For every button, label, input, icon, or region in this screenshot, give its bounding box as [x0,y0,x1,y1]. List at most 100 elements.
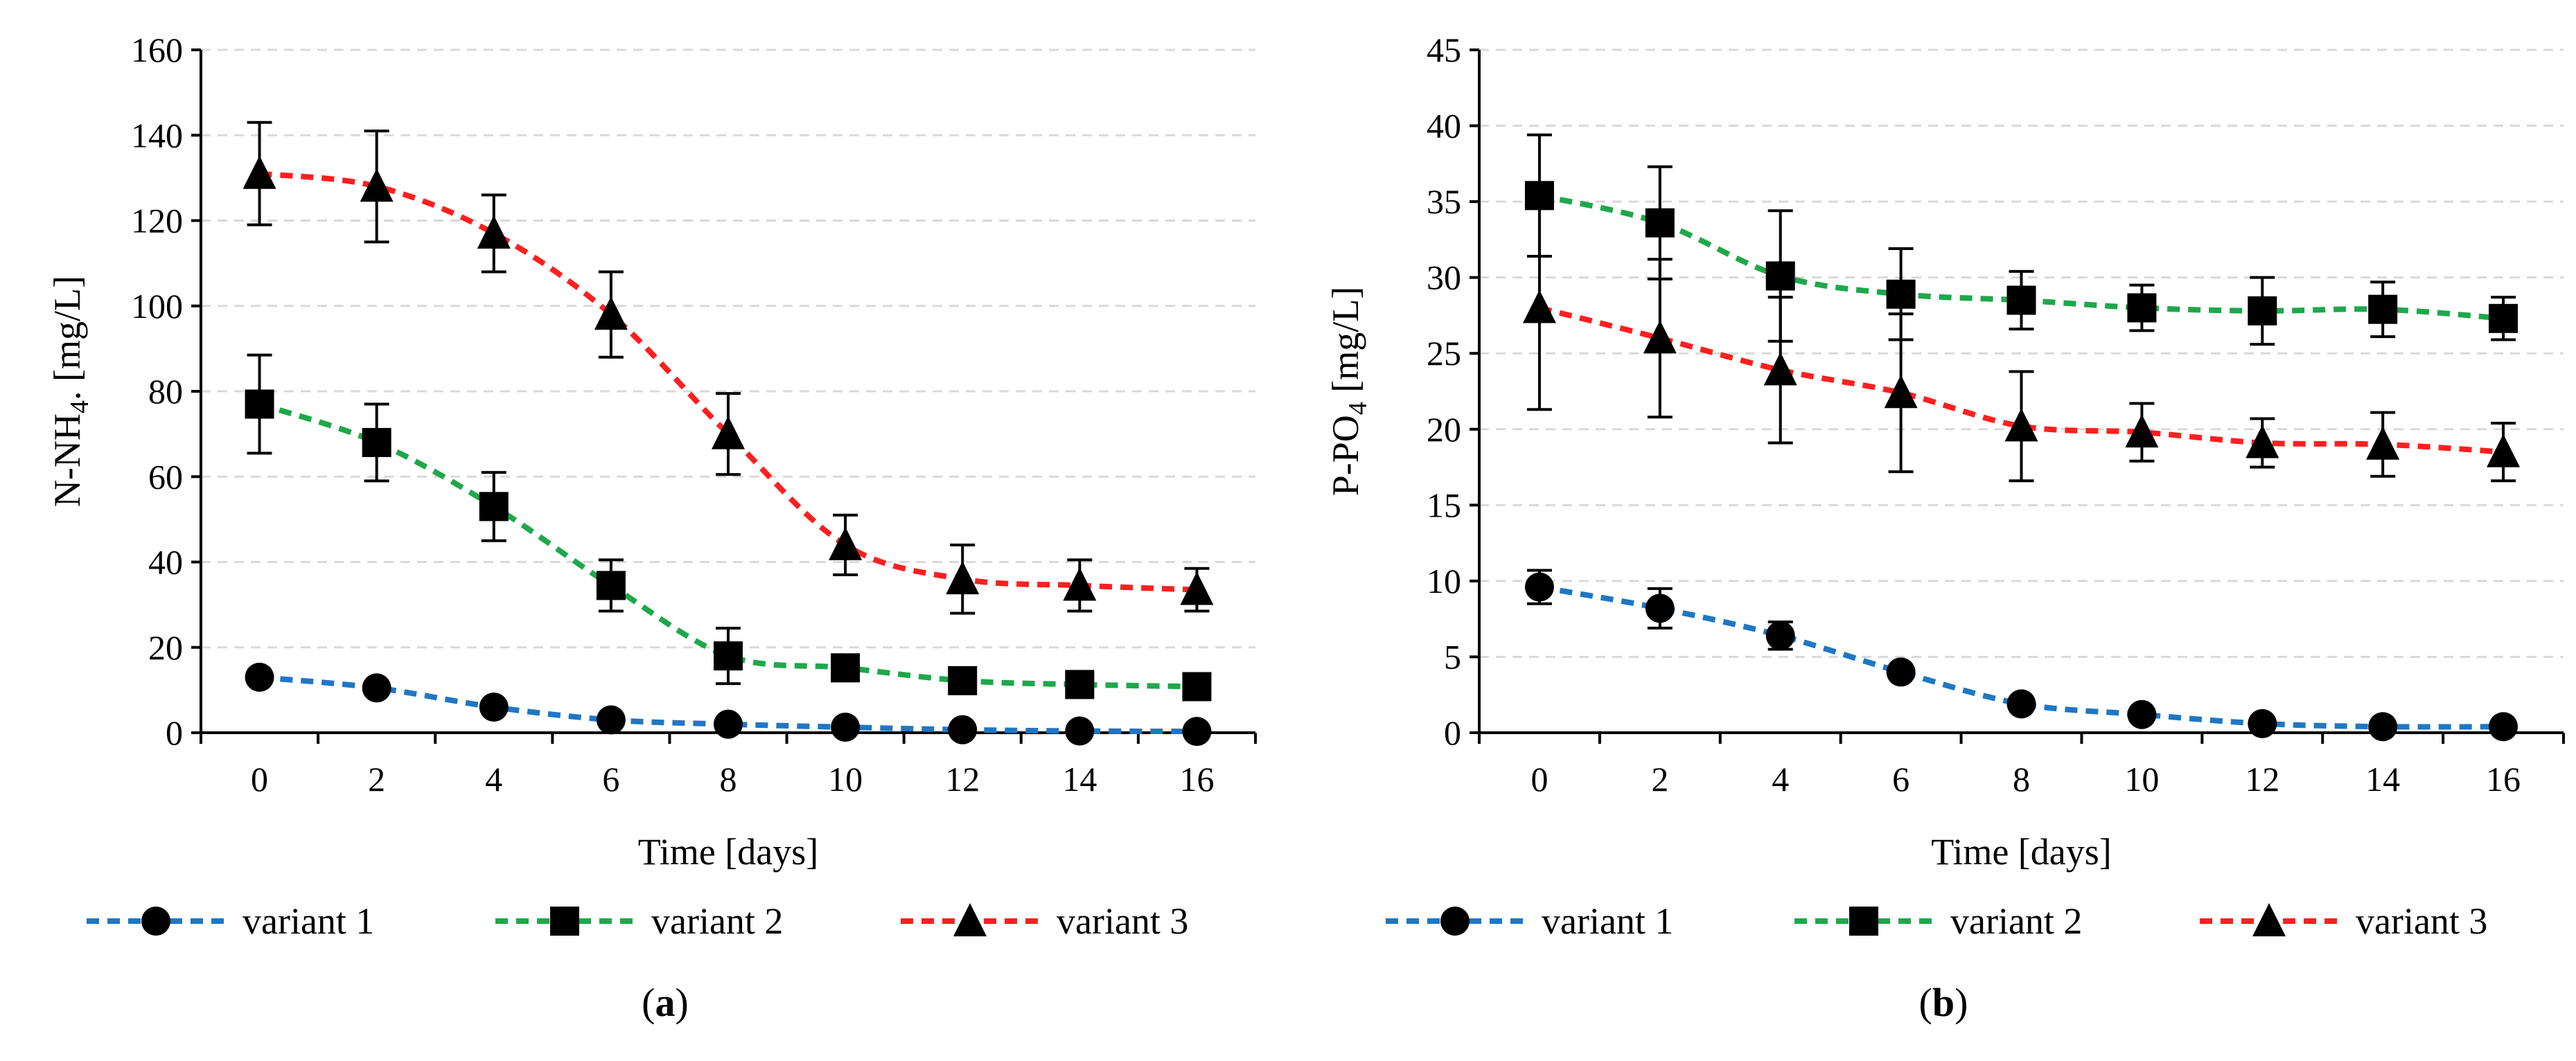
x-tick-label: 2 [1651,760,1668,799]
data-point-variant-2 [245,389,274,419]
y-tick-label: 5 [1444,637,1461,676]
legend-marker [141,907,170,936]
data-point-variant-1 [1524,572,1554,602]
data-point-variant-1 [948,715,978,745]
data-point-variant-3 [1063,567,1097,601]
data-point-variant-3 [829,526,863,560]
legend-label: variant 3 [1057,900,1188,942]
legend-marker [1849,907,1878,936]
data-point-variant-3 [712,416,745,449]
data-point-variant-2 [1765,261,1795,291]
legend-label: variant 1 [242,900,374,942]
y-tick-label: 25 [1427,334,1461,373]
data-point-variant-1 [1765,621,1795,650]
y-tick-label: 100 [131,287,183,326]
y-tick-label: 20 [1427,410,1461,449]
legend-label: variant 2 [1950,900,2082,942]
data-point-variant-2 [2248,296,2277,326]
data-point-variant-3 [1643,320,1677,354]
data-point-variant-1 [2248,708,2277,738]
x-tick-label: 4 [1772,760,1789,799]
data-point-variant-1 [2489,712,2518,742]
x-tick-label: 0 [1530,760,1548,799]
data-point-variant-1 [714,709,743,739]
y-tick-label: 20 [148,628,183,667]
x-tick-label: 8 [2013,760,2030,799]
series-line-variant-2 [258,401,1197,690]
x-tick-label: 12 [945,760,980,799]
data-point-variant-1 [596,705,626,735]
legend-label: variant 2 [651,900,783,942]
y-tick-label: 0 [166,713,183,752]
data-point-variant-2 [1886,279,1916,309]
data-point-variant-2 [2127,293,2157,323]
x-tick-label: 16 [2486,760,2521,799]
data-point-variant-3 [594,296,628,330]
data-point-variant-3 [2366,426,2400,460]
series-line-variant-1 [259,674,1197,735]
data-point-variant-3 [1763,352,1797,386]
x-tick-label: 6 [1892,760,1909,799]
x-tick-label: 14 [2365,760,2400,799]
data-point-variant-1 [362,673,391,703]
data-point-variant-3 [242,155,276,189]
y-tick-label: 160 [131,30,183,69]
data-point-variant-3 [1522,289,1556,323]
y-axis-title: P-PO4 [mg/L] [1325,287,1373,497]
x-axis-title: Time [days] [638,831,819,873]
data-point-variant-3 [2487,434,2521,467]
x-axis-title: Time [days] [1931,831,2112,873]
y-tick-label: 35 [1427,182,1461,221]
y-tick-label: 0 [1444,713,1461,752]
panel-label: (b) [1919,980,1968,1025]
y-tick-label: 140 [131,116,183,154]
data-point-variant-3 [946,561,980,595]
data-point-variant-2 [714,641,743,671]
x-tick-label: 10 [828,760,863,799]
y-tick-label: 10 [1427,562,1461,600]
y-tick-label: 15 [1427,485,1461,524]
x-tick-label: 10 [2124,760,2159,799]
chart-panel-a: 0 20 40 60 80 100 120 140 160 0 2 4 6 8 10 12 14 16 Time [… [46,30,1257,1025]
y-tick-label: 40 [1427,107,1461,145]
x-tick-label: 8 [720,760,737,799]
data-point-variant-3 [2004,408,2038,442]
data-point-variant-1 [2006,689,2036,719]
data-point-variant-1 [1645,594,1675,623]
data-point-variant-1 [245,662,274,692]
data-point-variant-1 [1065,716,1095,746]
data-point-variant-2 [2368,294,2398,324]
legend-marker [1440,907,1470,936]
x-tick-label: 12 [2245,760,2279,799]
legend-label: variant 1 [1542,900,1673,942]
data-point-variant-2 [1182,672,1212,702]
data-point-variant-1 [1182,717,1212,747]
y-tick-label: 40 [148,543,183,582]
x-tick-label: 6 [602,760,619,799]
y-axis-title: N-NH4. [mg/L] [46,276,94,507]
data-point-variant-2 [596,571,626,600]
x-tick-label: 4 [485,760,502,799]
y-tick-label: 120 [131,202,183,240]
y-tick-label: 60 [148,457,183,496]
series-line-variant-2 [1539,193,2504,321]
data-point-variant-3 [360,168,394,202]
x-tick-label: 2 [368,760,385,799]
data-point-variant-1 [2127,699,2157,729]
x-tick-label: 16 [1179,760,1214,799]
legend-marker [953,903,987,936]
y-tick-label: 30 [1427,258,1461,297]
data-point-variant-3 [477,215,511,249]
data-point-variant-2 [479,492,509,521]
y-tick-label: 80 [148,372,183,411]
data-point-variant-3 [1180,571,1214,605]
data-point-variant-2 [362,427,391,457]
data-point-variant-3 [2246,425,2279,458]
data-point-variant-2 [831,653,861,683]
data-point-variant-1 [831,712,861,742]
legend-label: variant 3 [2356,900,2487,942]
data-point-variant-2 [1645,208,1675,238]
legend-marker [2252,903,2286,936]
data-point-variant-1 [2368,712,2398,742]
